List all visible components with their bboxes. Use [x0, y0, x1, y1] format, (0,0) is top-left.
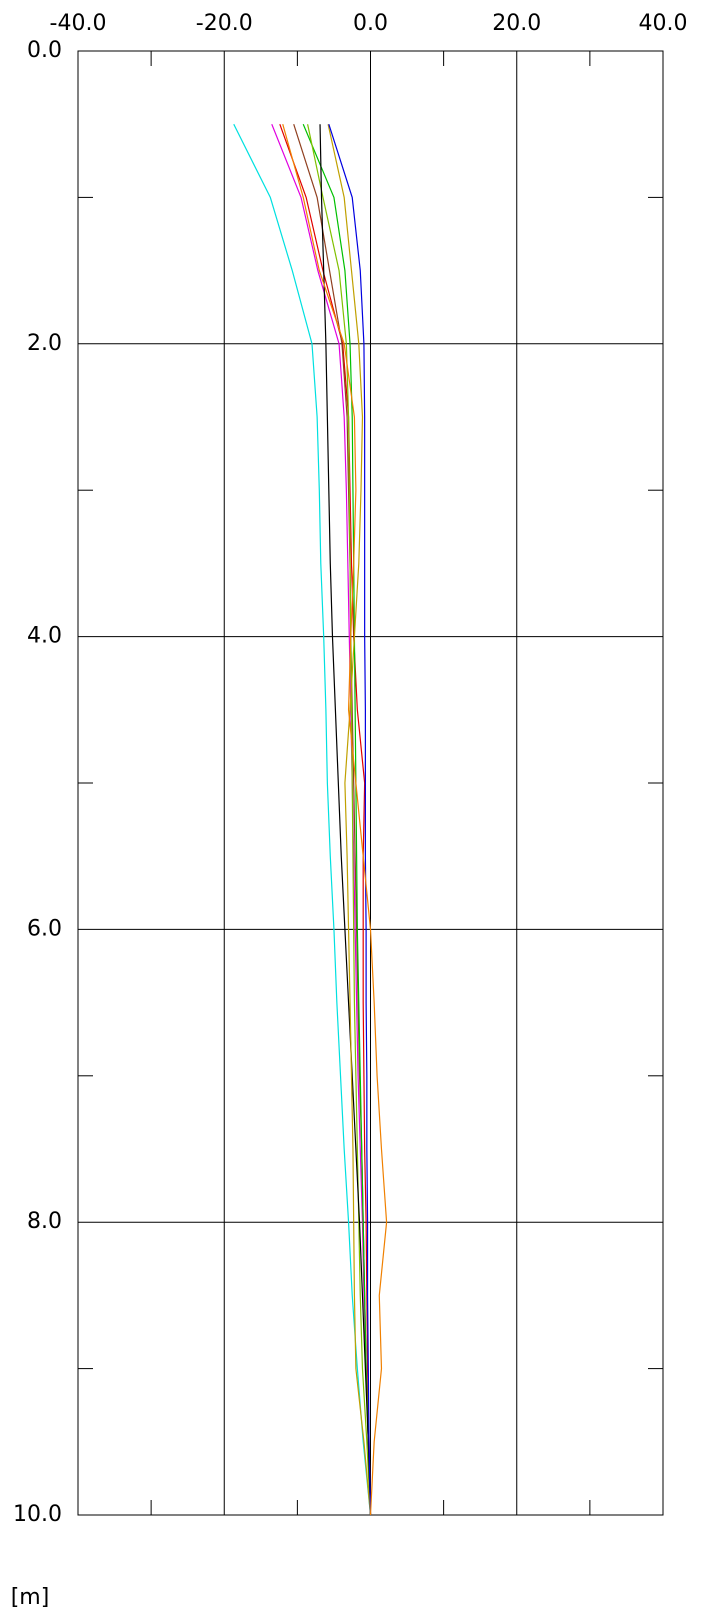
y-axis-unit: [m] [11, 1585, 50, 1610]
y-tick-label: 8.0 [27, 1209, 62, 1234]
y-tick-label: 10.0 [13, 1502, 62, 1527]
y-tick-label: 0.0 [27, 38, 62, 63]
y-tick-label: 4.0 [27, 624, 62, 649]
x-tick-label: 40.0 [639, 11, 688, 36]
y-tick-label: 2.0 [27, 331, 62, 356]
x-tick-label: 20.0 [492, 11, 541, 36]
profile-line [233, 123, 372, 1516]
x-tick-label: -40.0 [50, 11, 107, 36]
profile-line [302, 123, 372, 1516]
profile-line [319, 124, 372, 1516]
profile-line [327, 124, 372, 1516]
x-tick-label: -20.0 [196, 11, 253, 36]
profile-line [328, 124, 372, 1516]
y-tick-label: 6.0 [27, 916, 62, 941]
profile-line [307, 124, 372, 1516]
profile-line [282, 124, 388, 1516]
x-tick-label: 0.0 [353, 11, 388, 36]
profile-line [279, 123, 372, 1516]
